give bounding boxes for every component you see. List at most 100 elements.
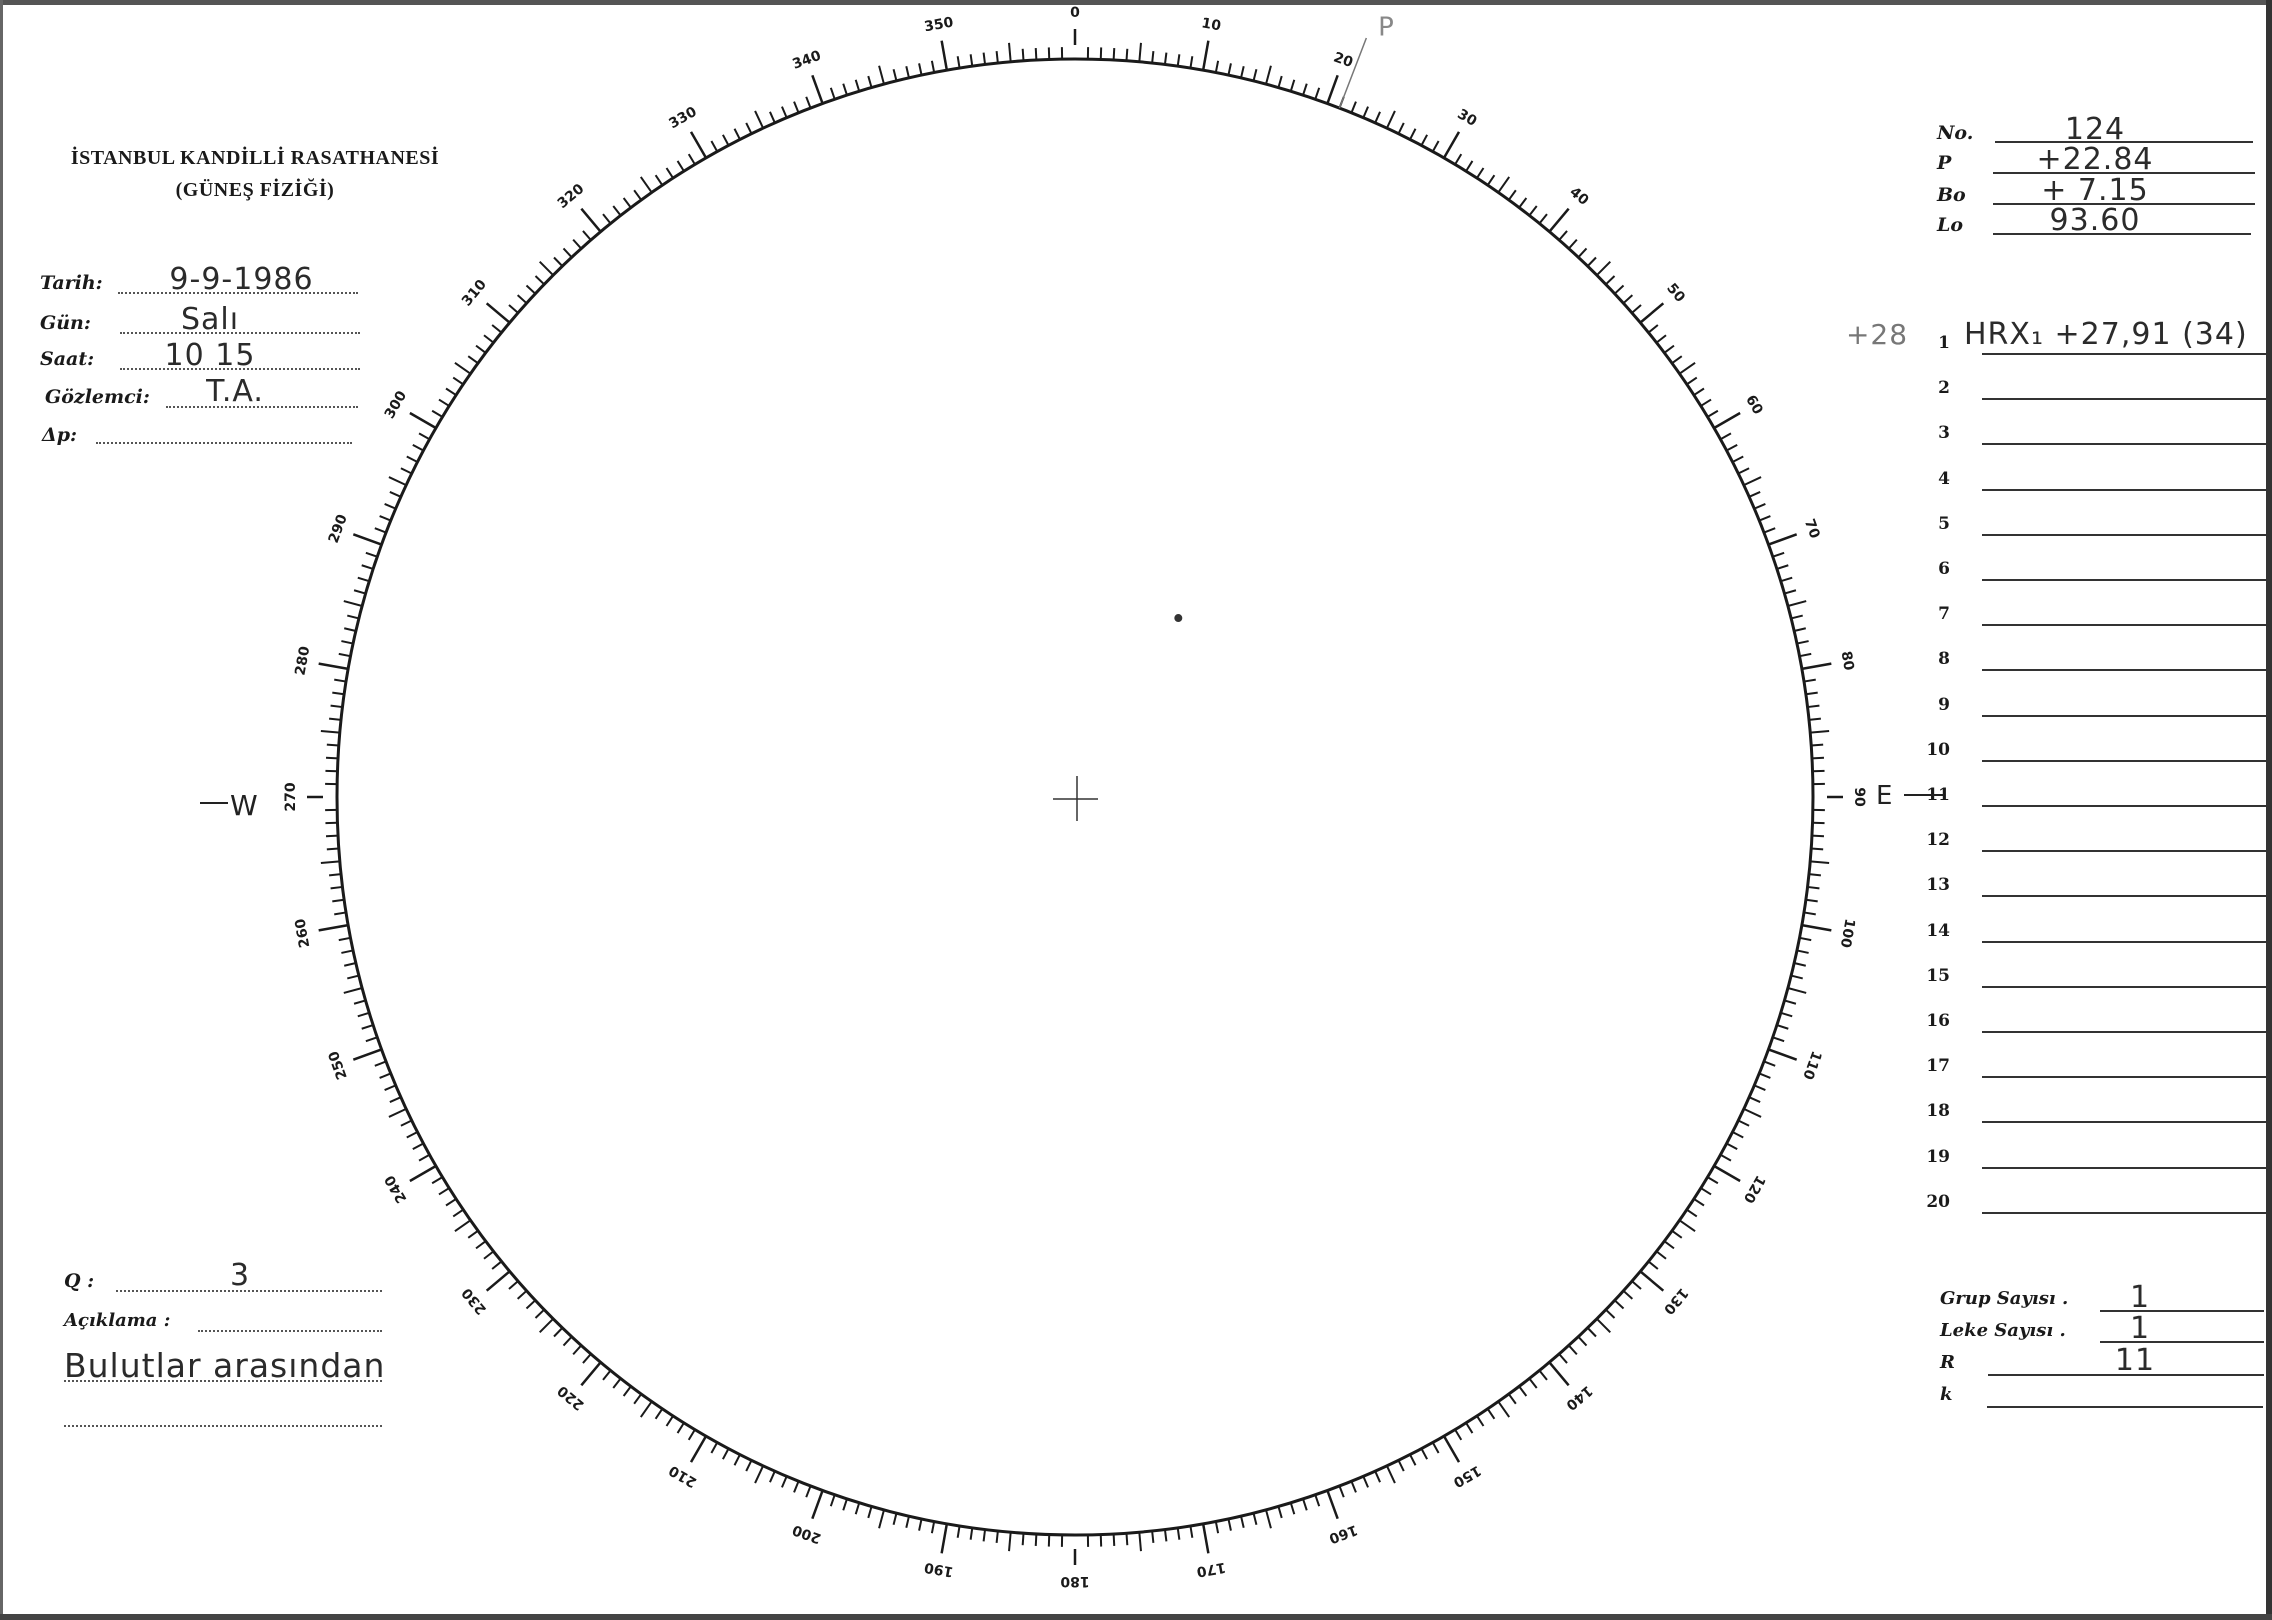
row-line[interactable] bbox=[1982, 1166, 2266, 1169]
scale-tick bbox=[431, 1176, 443, 1185]
scale-tick bbox=[633, 1393, 643, 1405]
row-line[interactable] bbox=[1982, 398, 2266, 401]
k-line[interactable] bbox=[1987, 1406, 2263, 1408]
k-label: k bbox=[1940, 1384, 1953, 1405]
row-line[interactable] bbox=[1982, 850, 2266, 853]
scale-tick bbox=[1707, 1176, 1719, 1185]
row-number: 16 bbox=[1926, 1011, 1950, 1031]
row-line[interactable] bbox=[1982, 443, 2266, 446]
scale-tick bbox=[1700, 1187, 1712, 1196]
scale-tick bbox=[867, 75, 873, 88]
row-line[interactable] bbox=[1982, 985, 2266, 988]
scale-tick bbox=[612, 1377, 622, 1389]
scale-tick bbox=[1793, 627, 1807, 632]
scale-tick bbox=[829, 87, 836, 100]
scale-label: 310 bbox=[459, 277, 490, 310]
scale-tick bbox=[1686, 1208, 1698, 1218]
scale-tick bbox=[1252, 1512, 1258, 1525]
row-value[interactable]: HRX₁ +27,91 (34) bbox=[1964, 317, 2248, 352]
remarks-line-3[interactable] bbox=[64, 1425, 382, 1427]
scale-tick bbox=[334, 678, 347, 683]
scale-tick bbox=[1713, 1164, 1741, 1183]
scale-tick bbox=[995, 1530, 999, 1543]
row-line[interactable] bbox=[1982, 669, 2266, 672]
scale-tick bbox=[665, 167, 674, 179]
row-line[interactable] bbox=[1982, 1121, 2266, 1124]
scale-tick bbox=[1737, 1119, 1750, 1127]
remarks-value[interactable]: Bulutlar arasından bbox=[64, 1346, 386, 1385]
day-value[interactable]: Salı bbox=[180, 302, 240, 337]
row-line[interactable] bbox=[1982, 759, 2266, 762]
scale-tick bbox=[1780, 1011, 1793, 1018]
scale-tick bbox=[918, 1518, 923, 1531]
scale-tick bbox=[1758, 515, 1771, 522]
lo-value[interactable]: 93.60 bbox=[2049, 203, 2141, 238]
day-label: Gün: bbox=[40, 312, 91, 334]
scale-tick bbox=[1385, 110, 1396, 129]
group-count-label: Grup Sayısı . bbox=[1940, 1288, 2069, 1309]
scale-tick bbox=[1805, 898, 1818, 903]
row-number: 7 bbox=[1938, 604, 1950, 625]
row-line[interactable] bbox=[1982, 488, 2266, 491]
no-value[interactable]: 124 bbox=[2064, 112, 2126, 147]
scale-tick bbox=[754, 110, 765, 129]
scale-tick bbox=[365, 1036, 378, 1043]
row-line[interactable] bbox=[1982, 579, 2266, 581]
scale-tick bbox=[353, 589, 366, 595]
bo-value[interactable]: + 7.15 bbox=[2041, 173, 2149, 208]
scale-tick bbox=[1719, 432, 1732, 441]
scale-tick bbox=[745, 122, 753, 135]
scale-label: 110 bbox=[1799, 1049, 1824, 1082]
row-line[interactable] bbox=[1982, 895, 2266, 898]
group-count-value[interactable]: 1 bbox=[2129, 1280, 2151, 1315]
row-line[interactable] bbox=[1982, 1031, 2266, 1033]
row-line[interactable] bbox=[1982, 1211, 2266, 1214]
scale-tick bbox=[1807, 704, 1820, 709]
scale-tick bbox=[1713, 411, 1741, 430]
row-line[interactable] bbox=[1982, 805, 2266, 807]
scale-tick bbox=[1176, 1527, 1181, 1540]
q-value[interactable]: 3 bbox=[229, 1258, 251, 1293]
scale-tick bbox=[1811, 834, 1825, 838]
row-line[interactable] bbox=[1982, 940, 2266, 943]
row-line[interactable] bbox=[1982, 1076, 2266, 1079]
scale-tick bbox=[572, 1344, 582, 1356]
row-number: 14 bbox=[1926, 920, 1950, 941]
scale-tick bbox=[1768, 533, 1798, 546]
scale-tick bbox=[438, 1187, 450, 1196]
scale-tick bbox=[1163, 1529, 1168, 1542]
scale-tick bbox=[1793, 962, 1807, 967]
scale-tick bbox=[1112, 1533, 1116, 1547]
scale-tick bbox=[1639, 302, 1665, 324]
scale-tick bbox=[516, 1290, 528, 1300]
p-value[interactable]: +22.84 bbox=[2036, 142, 2154, 177]
spot-count-value[interactable]: 1 bbox=[2129, 1311, 2151, 1346]
scale-tick bbox=[431, 409, 443, 418]
row-line[interactable] bbox=[1982, 533, 2266, 536]
row-line[interactable] bbox=[1982, 353, 2266, 355]
scale-tick bbox=[1790, 974, 1803, 980]
scale-tick bbox=[710, 140, 719, 153]
scale-tick bbox=[326, 847, 339, 851]
scale-tick bbox=[580, 207, 602, 233]
time-value[interactable]: 10 15 bbox=[164, 338, 256, 373]
observer-value[interactable]: T.A. bbox=[206, 374, 264, 409]
remarks-line-1 bbox=[198, 1330, 382, 1332]
scale-label: 80 bbox=[1838, 650, 1857, 672]
row-line[interactable] bbox=[1982, 624, 2266, 627]
scale-tick bbox=[1021, 48, 1025, 61]
scale-tick bbox=[878, 1509, 885, 1529]
scale-tick bbox=[1605, 275, 1616, 286]
scale-tick bbox=[1801, 923, 1832, 932]
date-value[interactable]: 9-9-1986 bbox=[169, 262, 314, 297]
scale-tick bbox=[622, 1385, 632, 1397]
delta-p-line[interactable] bbox=[96, 442, 352, 444]
r-value[interactable]: 11 bbox=[2114, 1343, 2156, 1378]
scale-tick bbox=[418, 432, 431, 441]
scale-tick bbox=[580, 1361, 602, 1387]
scale-tick bbox=[491, 324, 503, 334]
row-line[interactable] bbox=[1982, 714, 2266, 717]
scale-tick bbox=[1707, 409, 1719, 418]
observer-line bbox=[166, 406, 358, 408]
scale-tick bbox=[374, 1060, 387, 1067]
